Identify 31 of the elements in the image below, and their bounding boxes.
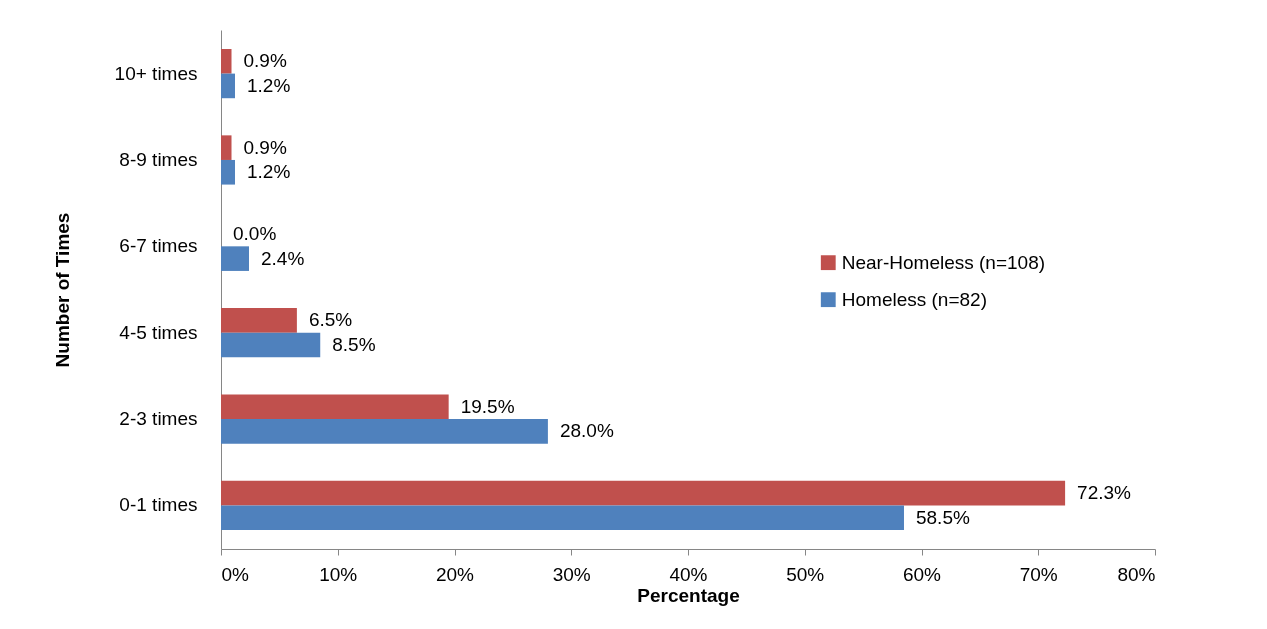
data-label: 0.0% — [233, 223, 277, 245]
x-axis-title: Percentage — [637, 584, 740, 606]
data-label: 2.4% — [261, 247, 305, 269]
data-label: 28.0% — [559, 420, 614, 442]
data-label: 19.5% — [460, 395, 515, 417]
x-tick-label: 10% — [319, 563, 358, 585]
data-label: 58.5% — [915, 506, 970, 528]
x-tick-label: 80% — [1117, 563, 1156, 585]
data-label: 0.9% — [243, 50, 287, 72]
x-tick-label: 30% — [552, 563, 591, 585]
y-tick-label: 10+ times — [114, 62, 198, 84]
x-tick-label: 0% — [221, 563, 250, 585]
data-label: 1.2% — [247, 74, 291, 96]
x-tick-label: 40% — [669, 563, 708, 585]
x-tick-label: 50% — [786, 563, 825, 585]
y-tick-label: 2-3 times — [119, 408, 198, 430]
x-tick-label: 60% — [902, 563, 942, 585]
y-tick-label: 6-7 times — [119, 235, 198, 257]
y-tick-label: 8-9 times — [119, 148, 198, 170]
data-label: 1.2% — [247, 161, 291, 183]
legend-label: Near-Homeless (n=108) — [841, 251, 1046, 273]
data-label: 8.5% — [332, 333, 376, 355]
y-axis-title: Number of Times — [51, 212, 73, 368]
x-tick-label: 20% — [435, 563, 475, 585]
y-tick-label: 4-5 times — [119, 321, 198, 343]
data-label: 72.3% — [1077, 482, 1132, 504]
legend-label: Homeless (n=82) — [841, 288, 987, 310]
x-tick-label: 70% — [1019, 563, 1058, 585]
data-label: 6.5% — [308, 309, 353, 331]
y-tick-label: 0-1 times — [119, 494, 198, 516]
data-label: 0.9% — [243, 136, 287, 158]
